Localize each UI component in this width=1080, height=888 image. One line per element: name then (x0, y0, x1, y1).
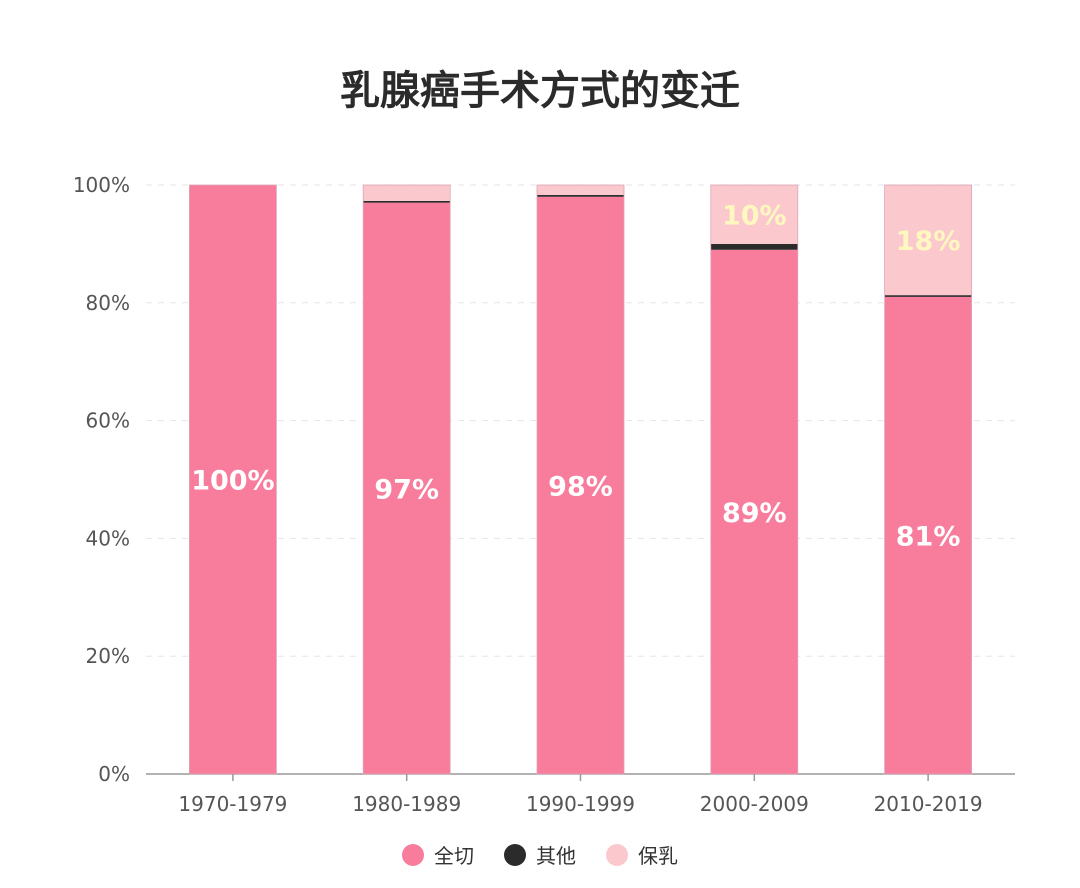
x-tick-label: 1980-1989 (352, 792, 461, 816)
data-label: 97% (374, 474, 439, 505)
bar-segment (537, 195, 624, 197)
bar-segment (884, 185, 972, 296)
legend-label-other: 其他 (536, 844, 576, 868)
bar-segment (189, 185, 277, 774)
x-tick-label: 2010-2019 (874, 792, 983, 816)
legend-item-full: 全切 (402, 840, 474, 869)
bar-segment (363, 202, 451, 775)
legend-label-conserving: 保乳 (638, 844, 678, 868)
bar-segment (710, 249, 798, 775)
y-tick-label: 20% (86, 644, 130, 668)
y-tick-label: 60% (86, 409, 130, 433)
x-tick-label: 2000-2009 (700, 792, 809, 816)
chart-legend: 全切 其他 保乳 (0, 840, 1080, 869)
bar-segment (710, 185, 798, 244)
data-label: 98% (548, 471, 613, 502)
bar-segment (884, 295, 972, 297)
y-tick-label: 40% (86, 526, 130, 550)
bar-segment (537, 185, 624, 196)
bar-segment (363, 200, 451, 203)
x-tick-label: 1990-1999 (526, 792, 635, 816)
legend-label-full: 全切 (434, 844, 474, 868)
legend-item-conserving: 保乳 (606, 840, 678, 869)
y-tick-label: 80% (86, 291, 130, 315)
bar-segment (884, 296, 972, 774)
data-label: 89% (722, 498, 787, 529)
bar-segment (363, 185, 451, 201)
legend-item-other: 其他 (504, 840, 576, 869)
bar-segment (710, 243, 798, 250)
legend-swatch-other (504, 843, 526, 866)
y-tick-label: 100% (73, 173, 130, 197)
chart-title: 乳腺癌手术方式的变迁 (340, 68, 740, 114)
x-tick-label: 1970-1979 (178, 792, 287, 816)
data-label: 81% (896, 521, 961, 552)
data-label: 100% (191, 466, 274, 497)
bar-segment (537, 196, 624, 774)
data-label: 18% (896, 226, 961, 257)
legend-swatch-conserving (606, 843, 628, 866)
data-label: 10% (722, 200, 787, 231)
legend-swatch-full (402, 843, 424, 866)
y-tick-label: 0% (98, 762, 130, 786)
stacked-bar-chart: 0% 20% 40% 60% 80% 100% 100% 1970-1979 97% 1980-1… (73, 173, 1015, 816)
